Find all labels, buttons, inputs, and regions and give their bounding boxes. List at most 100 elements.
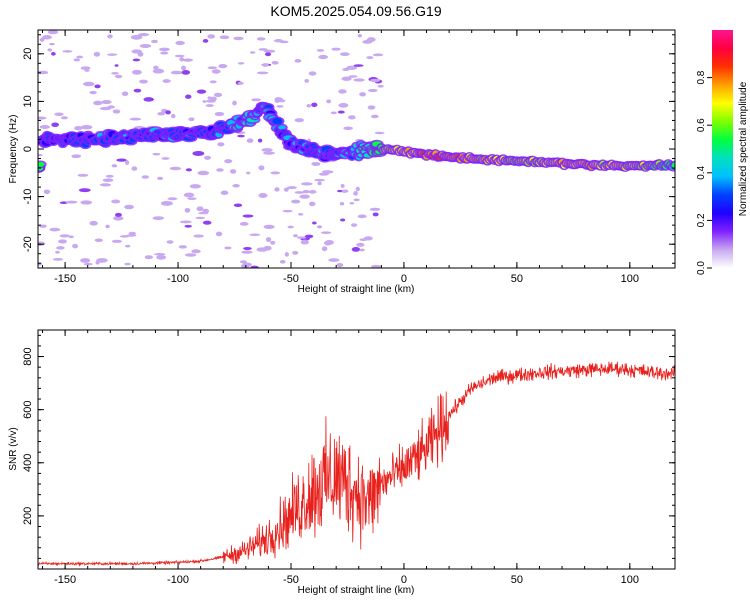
spectrogram-noise-mark bbox=[80, 125, 93, 130]
spectrogram-noise-mark bbox=[183, 192, 195, 198]
spectrogram-noise-mark bbox=[93, 51, 101, 57]
spectrogram-noise-mark bbox=[132, 69, 142, 75]
spectrogram-noise-mark bbox=[179, 57, 184, 62]
spectrogram-noise-mark bbox=[348, 75, 358, 78]
spectrogram-x-tick-label: -100 bbox=[167, 273, 189, 285]
spectrogram-noise-mark bbox=[56, 246, 65, 250]
spectrogram-noise-mark bbox=[160, 200, 173, 206]
spectrogram-noise-mark bbox=[184, 253, 197, 257]
spectrogram-noise-mark bbox=[229, 169, 237, 174]
spectrogram-noise-mark bbox=[302, 189, 310, 194]
spectrogram-noise-mark bbox=[111, 199, 121, 204]
spectrogram-noise-mark bbox=[138, 33, 150, 37]
spectrogram-x-tick-label: 100 bbox=[621, 273, 639, 285]
spectrogram-noise-mark bbox=[162, 79, 171, 84]
spectrogram-noise-mark bbox=[243, 246, 252, 251]
spectrogram-noise-mark bbox=[116, 158, 127, 162]
figure-title: KOM5.2025.054.09.56.G19 bbox=[270, 3, 441, 19]
spectrogram-noise-mark bbox=[169, 166, 182, 171]
spectrogram-noise-mark bbox=[170, 70, 183, 75]
snr-series-line bbox=[38, 361, 675, 567]
colorbar-tick-label: 0.4 bbox=[696, 165, 707, 179]
spectrogram-noise-mark bbox=[353, 78, 365, 82]
spectrogram-noise-mark bbox=[156, 255, 167, 260]
spectrogram-noise-mark bbox=[43, 189, 51, 195]
spectrogram-noise-mark bbox=[187, 197, 197, 201]
snr-x-tick-label: -100 bbox=[167, 574, 189, 586]
spectrogram-noise-mark bbox=[141, 175, 149, 179]
spectrogram-noise-mark bbox=[93, 100, 103, 106]
spectrogram-noise-mark bbox=[76, 55, 84, 59]
spectrogram-noise-mark bbox=[197, 170, 210, 176]
spectrogram-noise-mark bbox=[175, 40, 185, 46]
snr-frame bbox=[37, 329, 676, 570]
spectrogram-noise-mark bbox=[189, 184, 202, 189]
spectrogram-noise-mark bbox=[185, 94, 192, 99]
spectrogram-x-tick-label: 50 bbox=[511, 273, 523, 285]
spectrogram-noise-mark bbox=[196, 89, 207, 94]
spectrogram-noise-mark bbox=[276, 105, 284, 108]
spectrogram-noise-mark bbox=[217, 142, 225, 147]
colorbar-tick-label: 0.8 bbox=[696, 70, 707, 84]
spectrogram-noise-mark bbox=[340, 189, 349, 193]
spectrogram-noise-mark bbox=[321, 246, 328, 252]
spectrogram-noise-mark bbox=[111, 164, 118, 168]
spectrogram-noise-mark bbox=[324, 240, 334, 245]
spectrogram-noise-mark bbox=[191, 249, 201, 254]
spectrogram-noise-mark bbox=[160, 51, 169, 55]
spectrogram-noise-mark bbox=[311, 102, 318, 108]
spectrogram-noise-mark bbox=[178, 245, 187, 249]
spectrogram-noise-mark bbox=[152, 68, 165, 74]
spectrogram-noise-mark bbox=[294, 191, 305, 194]
spectrogram-noise-mark bbox=[54, 112, 64, 117]
spectrogram-noise-mark bbox=[318, 54, 328, 60]
spectrogram-noise-mark bbox=[265, 237, 272, 243]
spectrogram-marks bbox=[38, 30, 675, 268]
spectrogram-noise-mark bbox=[372, 53, 384, 57]
spectrogram-noise-mark bbox=[166, 240, 174, 244]
spectrogram-noise-mark bbox=[161, 157, 170, 160]
spectrogram-noise-mark bbox=[353, 198, 360, 202]
spectrogram-noise-mark bbox=[152, 216, 165, 221]
spectrogram-noise-mark bbox=[182, 58, 193, 62]
spectrogram-noise-mark bbox=[287, 225, 294, 229]
spectrogram-noise-mark bbox=[181, 65, 186, 71]
spectrogram-x-axis: -150 -100 -50 0 50 100 bbox=[42, 30, 676, 285]
spectrogram-noise-mark bbox=[121, 91, 129, 97]
spectrogram-noise-mark bbox=[308, 71, 317, 76]
spectrogram-noise-mark bbox=[369, 78, 381, 83]
spectrogram-noise-mark bbox=[263, 151, 275, 155]
spectrogram-noise-mark bbox=[204, 155, 211, 160]
spectrogram-noise-mark bbox=[124, 262, 131, 266]
snr-x-tick-label: 100 bbox=[621, 574, 639, 586]
spectrogram-noise-mark bbox=[209, 80, 217, 84]
spectrogram-noise-mark bbox=[256, 71, 269, 75]
spectrogram-noise-mark bbox=[343, 126, 353, 130]
spectrogram-noise-mark bbox=[181, 70, 191, 75]
spectrogram-noise-mark bbox=[107, 53, 118, 56]
spectrogram-noise-mark bbox=[129, 117, 142, 121]
spectrogram-noise-mark bbox=[353, 64, 364, 67]
spectrogram-noise-mark bbox=[349, 202, 355, 205]
spectrogram-x-tick-label: 0 bbox=[401, 273, 407, 285]
spectrogram-x-tick-label: -50 bbox=[283, 273, 299, 285]
spectrogram-noise-mark bbox=[258, 48, 268, 51]
spectrogram-noise-mark bbox=[340, 218, 346, 222]
spectrogram-noise-mark bbox=[316, 49, 325, 52]
spectrogram-noise-mark bbox=[271, 60, 279, 65]
spectrogram-noise-mark bbox=[80, 258, 91, 263]
spectrogram-noise-mark bbox=[214, 111, 225, 117]
spectrogram-noise-mark bbox=[215, 231, 223, 237]
spectrogram-noise-mark bbox=[192, 151, 205, 156]
spectrogram-noise-mark bbox=[114, 64, 119, 67]
spectrogram-noise-mark bbox=[144, 255, 154, 260]
spectrogram-noise-mark bbox=[52, 257, 64, 261]
spectrogram-noise-mark bbox=[233, 203, 243, 207]
spectrogram-noise-mark bbox=[114, 74, 123, 79]
spectrogram-noise-mark bbox=[331, 47, 341, 51]
spectrogram-noise-mark bbox=[80, 200, 93, 205]
spectrogram-noise-mark bbox=[337, 110, 345, 114]
spectrogram-noise-mark bbox=[174, 54, 185, 58]
spectrogram-noise-mark bbox=[282, 209, 293, 213]
